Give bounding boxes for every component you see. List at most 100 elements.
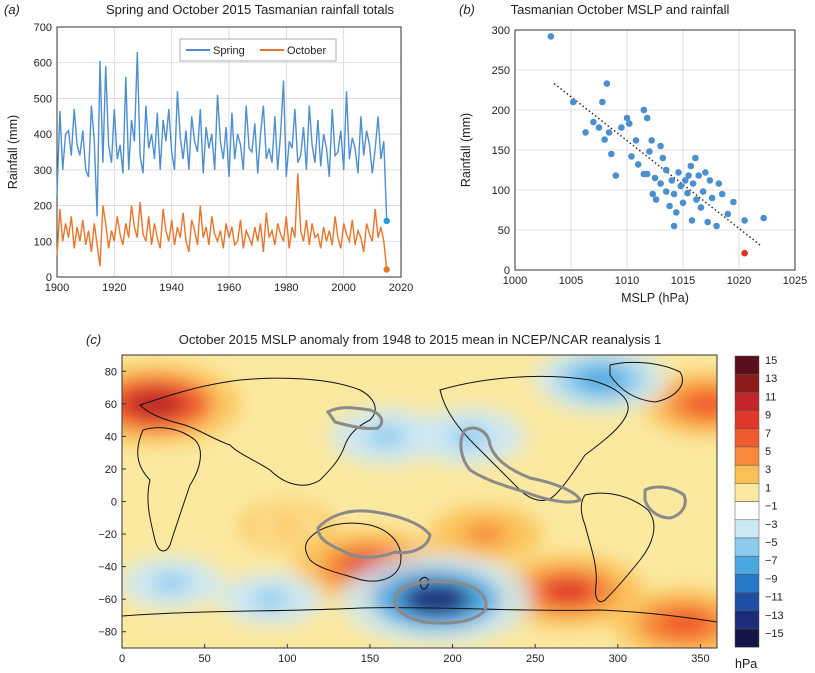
map-ticks: 0 50 100 150 200 250 300 350806040200−20−40−60−… <box>98 366 709 665</box>
colorbar: 15 13 11 9 7 5 3 1 −1 −3 −5 −7 −9 −11 −13 −15 <box>734 355 784 648</box>
scatter-point <box>662 166 670 174</box>
scatter-point <box>569 98 577 106</box>
y-tick-label: −60 <box>98 594 117 606</box>
coast-greenland <box>609 361 683 403</box>
chart-b-grid <box>514 29 796 271</box>
anomaly-core <box>269 517 305 535</box>
colorbar-label: −1 <box>765 501 778 513</box>
scatter-point <box>670 222 678 230</box>
scatter-point <box>724 210 732 218</box>
scatter-point <box>640 170 648 178</box>
y-tick-label: 150 <box>492 145 510 157</box>
colorbar-swatch <box>734 574 760 593</box>
scatter-point <box>677 182 685 190</box>
colorbar-label: 13 <box>765 373 777 385</box>
map-anomaly-field <box>122 355 717 648</box>
scatter-point <box>612 172 620 179</box>
scatter-point <box>605 129 613 136</box>
chart-b-xlabel: MSLP (hPa) <box>621 291 689 305</box>
colorbar-label: −7 <box>765 555 778 567</box>
x-tick-label: 1015 <box>671 275 695 287</box>
x-tick-label: 1005 <box>559 275 583 287</box>
colorbar-label: −13 <box>765 610 784 622</box>
y-tick-label: 0 <box>46 272 52 284</box>
scatter-point <box>704 218 711 226</box>
scatter-point <box>662 188 670 195</box>
colorbar-label: 11 <box>765 391 776 403</box>
x-tick-label: 1000 <box>503 275 527 287</box>
scatter-point <box>649 190 657 198</box>
colorbar-unit: hPa <box>735 657 757 671</box>
map-significance-contours <box>316 406 687 625</box>
colorbar-label: −9 <box>765 573 778 585</box>
scatter-point <box>634 161 642 168</box>
series-line-spring <box>56 51 388 221</box>
scatter-point <box>643 114 651 122</box>
scatter-point <box>695 172 702 179</box>
sig-contour-north-pacific <box>459 426 583 504</box>
scatter-point <box>679 199 687 207</box>
scatter-point <box>675 169 682 176</box>
scatter-point <box>599 98 606 106</box>
y-tick-label: 100 <box>34 236 52 248</box>
endpoint-marker <box>383 266 390 273</box>
legend-box <box>179 38 337 62</box>
scatter-point <box>760 214 767 222</box>
x-tick-label: 1940 <box>159 282 183 294</box>
x-tick-label: 1960 <box>217 282 241 294</box>
scatter-point <box>666 202 673 210</box>
anomaly-core <box>123 388 187 419</box>
chart-a-title: Spring and October 2015 Tasmanian rainfa… <box>106 2 395 17</box>
scatter-point <box>623 114 631 122</box>
anomaly-core <box>251 589 290 609</box>
scatter-point <box>628 153 635 160</box>
colorbar-swatch <box>734 519 760 539</box>
colorbar-label: 5 <box>765 446 771 458</box>
y-tick-label: 500 <box>34 93 52 105</box>
scatter-point <box>618 124 625 131</box>
x-tick-label: 250 <box>526 653 544 665</box>
scatter-point <box>706 177 714 184</box>
colorbar-swatch <box>734 410 760 430</box>
chart-b-trend <box>553 83 762 247</box>
anomaly-core <box>657 610 711 637</box>
x-tick-label: 200 <box>443 653 461 665</box>
chart-b-title: Tasmanian October MSLP and rainfall <box>511 2 730 17</box>
scatter-point <box>713 222 720 230</box>
scatter-point <box>632 137 640 144</box>
scatter-point <box>741 217 748 224</box>
coast-antarctica <box>122 607 717 623</box>
y-tick-label: 20 <box>105 464 117 476</box>
panel-label-c: (c) <box>86 332 101 347</box>
y-tick-label: 200 <box>34 201 52 213</box>
coast-south-america <box>580 492 655 603</box>
colorbar-label: 1 <box>765 482 771 494</box>
trend-line <box>553 83 762 247</box>
scatter-point <box>652 196 660 203</box>
x-tick-label: 1025 <box>783 275 807 287</box>
chart-a-series <box>56 51 390 273</box>
map-coastlines <box>122 361 717 623</box>
colorbar-label: −3 <box>765 519 778 531</box>
x-tick-label: 0 <box>119 653 125 665</box>
chart-a-ylabel: Rainfall (mm) <box>6 115 20 189</box>
legend-october-label: October <box>287 45 326 57</box>
colorbar-label: −5 <box>765 537 778 549</box>
panel-label-b: (b) <box>459 2 475 17</box>
coast-africa <box>137 427 201 552</box>
anomaly-core <box>152 573 191 593</box>
scatter-point <box>659 154 667 162</box>
x-tick-label: 100 <box>278 653 296 665</box>
anomaly-core <box>684 391 717 416</box>
coast-australia <box>305 522 402 582</box>
scatter-point <box>670 190 678 198</box>
x-tick-label: 2000 <box>331 282 355 294</box>
scatter-point <box>681 177 689 184</box>
panel-label-a: (a) <box>4 2 20 17</box>
y-tick-label: 0 <box>111 497 117 509</box>
scatter-point <box>693 196 700 203</box>
scatter-point <box>708 194 716 202</box>
colorbar-swatch <box>734 373 760 393</box>
y-tick-label: 200 <box>492 105 510 117</box>
y-tick-label: −20 <box>98 529 117 541</box>
